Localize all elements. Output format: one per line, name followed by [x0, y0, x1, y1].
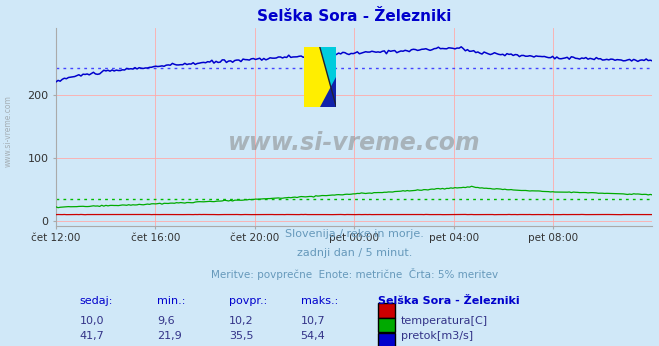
Text: 41,7: 41,7 [80, 331, 105, 341]
Text: povpr.:: povpr.: [229, 296, 267, 306]
Text: 21,9: 21,9 [158, 331, 182, 341]
Text: Meritve: povprečne  Enote: metrične  Črta: 5% meritev: Meritve: povprečne Enote: metrične Črta:… [211, 268, 498, 280]
Text: zadnji dan / 5 minut.: zadnji dan / 5 minut. [297, 248, 412, 258]
Text: min.:: min.: [158, 296, 186, 306]
Text: 10,2: 10,2 [229, 317, 254, 326]
FancyBboxPatch shape [378, 334, 395, 346]
Title: Selška Sora - Železniki: Selška Sora - Železniki [257, 9, 451, 24]
Text: maks.:: maks.: [301, 296, 338, 306]
Text: 9,6: 9,6 [158, 317, 175, 326]
Text: pretok[m3/s]: pretok[m3/s] [401, 331, 473, 341]
Text: 10,0: 10,0 [80, 317, 104, 326]
Text: www.si-vreme.com: www.si-vreme.com [3, 95, 13, 167]
Text: sedaj:: sedaj: [80, 296, 113, 306]
Text: 54,4: 54,4 [301, 331, 326, 341]
Text: 35,5: 35,5 [229, 331, 254, 341]
Text: Slovenija / reke in morje.: Slovenija / reke in morje. [285, 229, 424, 239]
FancyBboxPatch shape [378, 318, 395, 332]
Text: Selška Sora - Železniki: Selška Sora - Železniki [378, 296, 520, 306]
Text: www.si-vreme.com: www.si-vreme.com [228, 130, 480, 155]
FancyBboxPatch shape [378, 303, 395, 318]
Text: temperatura[C]: temperatura[C] [401, 317, 488, 326]
Text: 10,7: 10,7 [301, 317, 325, 326]
